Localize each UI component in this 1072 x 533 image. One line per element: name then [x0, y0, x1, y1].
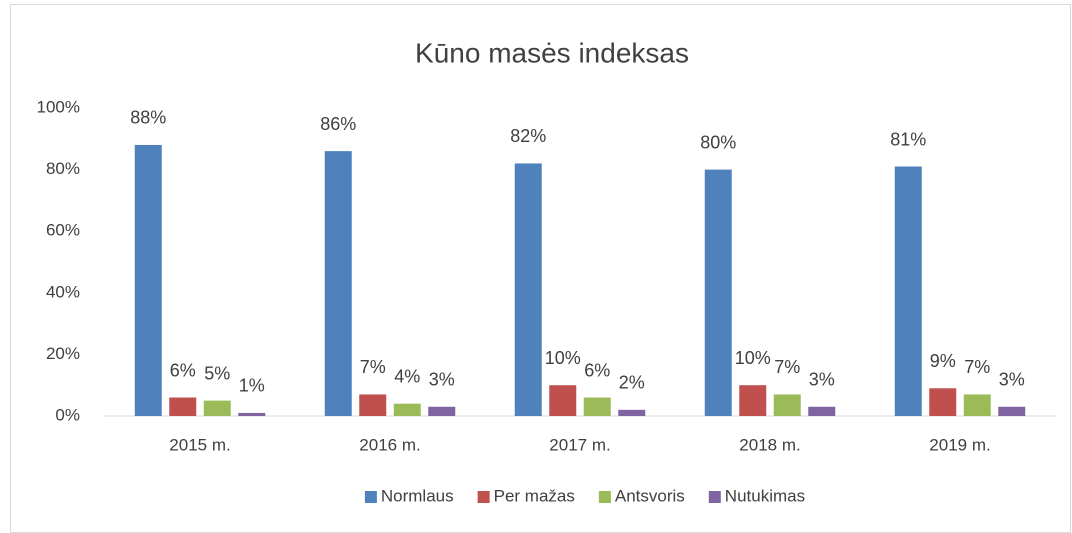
legend-swatch [598, 491, 611, 503]
data-label: 5% [204, 363, 230, 383]
legend-label: Antsvoris [615, 486, 685, 505]
bar [618, 409, 646, 416]
chart-title: Kūno masės indeksas [415, 37, 689, 68]
data-label: 4% [394, 366, 420, 386]
bar [324, 151, 352, 416]
bar [929, 388, 957, 416]
bar [894, 166, 922, 416]
data-label: 3% [429, 370, 455, 390]
data-label: 9% [930, 351, 956, 371]
data-label: 6% [170, 360, 196, 380]
y-tick-label: 100% [37, 97, 80, 116]
x-tick-label: 2016 m. [359, 435, 420, 454]
x-tick-label: 2019 m. [929, 435, 990, 454]
bar [393, 403, 421, 416]
data-label: 7% [774, 357, 800, 377]
y-tick-label: 0% [55, 405, 80, 424]
data-label: 86% [320, 114, 356, 134]
bar [134, 144, 162, 416]
bar [704, 169, 732, 416]
legend-label: Nutukimas [725, 486, 805, 505]
bar [203, 400, 231, 416]
data-label: 80% [700, 132, 736, 152]
x-tick-label: 2017 m. [549, 435, 610, 454]
data-label: 7% [360, 357, 386, 377]
legend-label: Normlaus [381, 486, 454, 505]
x-tick-label: 2015 m. [169, 435, 230, 454]
x-tick-label: 2018 m. [739, 435, 800, 454]
bar [514, 163, 542, 416]
bar [963, 394, 991, 416]
data-label: 82% [510, 126, 546, 146]
legend-label: Per mažas [494, 486, 575, 505]
y-tick-label: 80% [46, 159, 80, 178]
data-label: 1% [239, 376, 265, 396]
data-label: 3% [809, 370, 835, 390]
bar [238, 412, 266, 416]
bar [998, 406, 1026, 416]
bar [549, 385, 577, 416]
y-tick-label: 60% [46, 221, 80, 240]
data-label: 10% [545, 348, 581, 368]
bar [359, 394, 387, 416]
bar [583, 397, 611, 416]
bar [428, 406, 456, 416]
data-label: 6% [584, 360, 610, 380]
data-label: 3% [999, 370, 1025, 390]
data-label: 7% [964, 357, 990, 377]
data-label: 88% [130, 108, 166, 128]
data-label: 2% [619, 373, 645, 393]
bar [773, 394, 801, 416]
legend-swatch [477, 491, 490, 503]
bar [808, 406, 836, 416]
y-tick-label: 20% [46, 344, 80, 363]
legend-swatch [708, 491, 721, 503]
legend-swatch [364, 491, 377, 503]
y-tick-label: 40% [46, 282, 80, 301]
data-label: 10% [735, 348, 771, 368]
data-label: 81% [890, 129, 926, 149]
bar [739, 385, 767, 416]
bar [169, 397, 197, 416]
